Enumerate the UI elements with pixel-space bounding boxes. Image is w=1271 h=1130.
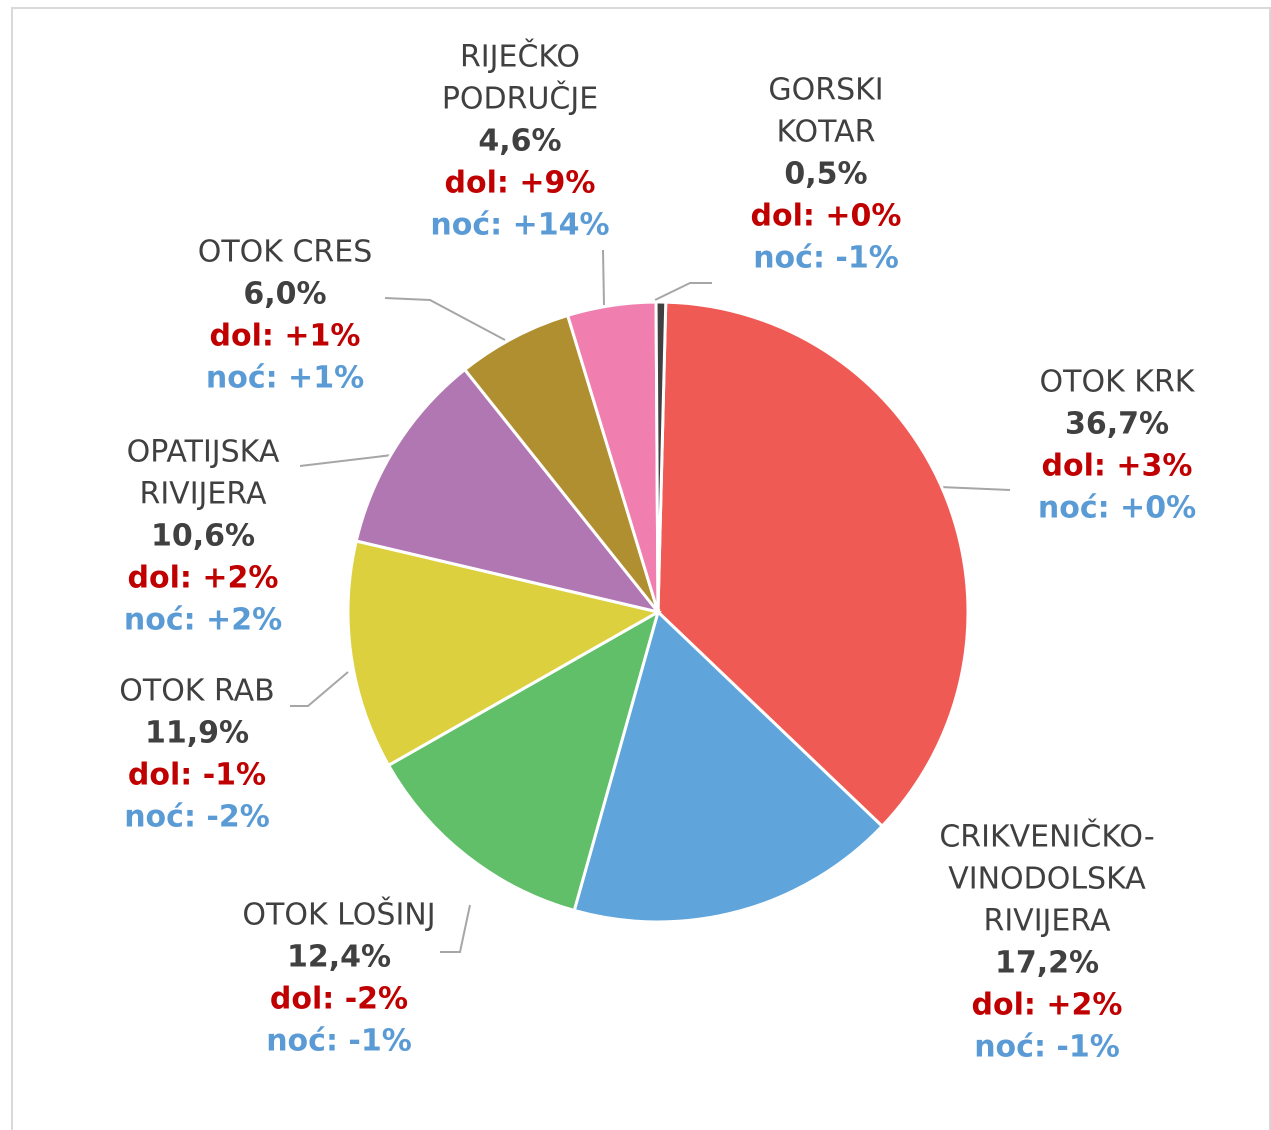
- noc-label: noć: +1%: [206, 361, 364, 396]
- leader-line: [299, 454, 393, 467]
- noc-label: noć: -2%: [124, 800, 270, 835]
- pie-slice: [572, 609, 885, 924]
- slice-label: OPATIJSKA RIVIJERA 10,6% dol: +2% noć: +2%: [124, 435, 282, 638]
- pie-slice: [346, 539, 663, 768]
- category-label: RIVIJERA: [983, 904, 1110, 939]
- dol-label: dol: +9%: [445, 166, 596, 201]
- slice-label: OTOK LOŠINJ 12,4% dol: -2% noć: -1%: [242, 896, 435, 1059]
- noc-label: noć: -1%: [266, 1024, 412, 1059]
- category-label: GORSKI: [768, 73, 883, 108]
- leader-line: [384, 297, 506, 341]
- leader-line: [440, 904, 471, 953]
- dol-label: dol: +3%: [1042, 449, 1193, 484]
- category-label: OTOK KRK: [1040, 365, 1196, 400]
- noc-label: noć: -1%: [753, 241, 899, 276]
- slice-label: GORSKI KOTAR 0,5% dol: +0% noć: -1%: [751, 73, 902, 276]
- category-label: CRIKVENIČKO-: [939, 818, 1154, 855]
- category-label: OTOK RAB: [119, 674, 275, 709]
- slice-label: OTOK CRES 6,0% dol: +1% noć: +1%: [198, 235, 373, 396]
- category-label: PODRUČJE: [442, 80, 598, 117]
- chart-frame: [11, 7, 1271, 1130]
- category-label: RIVIJERA: [139, 477, 266, 512]
- leader-line: [939, 486, 1011, 491]
- value-label: 6,0%: [243, 277, 326, 312]
- value-label: 36,7%: [1065, 407, 1169, 442]
- pie-slice: [354, 367, 662, 615]
- noc-label: noć: +2%: [124, 603, 282, 638]
- slice-label: RIJEČKO PODRUČJE 4,6% dol: +9% noć: +14%: [430, 38, 609, 243]
- slice-label: OTOK KRK 36,7% dol: +3% noć: +0%: [1038, 365, 1196, 526]
- noc-label: noć: +0%: [1038, 491, 1196, 526]
- pie-slice: [654, 300, 668, 613]
- category-label: KOTAR: [776, 115, 875, 150]
- slice-label: CRIKVENIČKO- VINODOLSKA RIVIJERA 17,2% dol: …: [939, 818, 1154, 1065]
- value-label: 0,5%: [784, 157, 867, 192]
- noc-label: noć: +14%: [430, 208, 609, 243]
- leader-lines: [290, 249, 1011, 953]
- dol-label: dol: -2%: [270, 982, 408, 1017]
- pie-slice: [386, 608, 661, 913]
- noc-label: noć: -1%: [974, 1030, 1120, 1065]
- pie-slice: [656, 300, 970, 829]
- leader-line: [602, 249, 605, 306]
- category-label: OTOK CRES: [198, 235, 373, 270]
- value-label: 4,6%: [478, 124, 561, 159]
- category-label: VINODOLSKA: [948, 862, 1146, 897]
- value-label: 10,6%: [151, 519, 255, 554]
- dol-label: dol: +1%: [210, 319, 361, 354]
- dol-label: dol: +0%: [751, 199, 902, 234]
- value-label: 12,4%: [287, 940, 391, 975]
- dol-label: dol: -1%: [128, 758, 266, 793]
- category-label: RIJEČKO: [460, 38, 580, 75]
- value-label: 11,9%: [145, 716, 249, 751]
- category-label: OPATIJSKA: [127, 435, 280, 470]
- dol-label: dol: +2%: [972, 988, 1123, 1023]
- slice-label: OTOK RAB 11,9% dol: -1% noć: -2%: [119, 674, 275, 835]
- leader-line: [654, 282, 712, 301]
- dol-label: dol: +2%: [128, 561, 279, 596]
- value-label: 17,2%: [995, 946, 1099, 981]
- category-label: OTOK LOŠINJ: [242, 896, 435, 933]
- leader-line: [290, 671, 349, 707]
